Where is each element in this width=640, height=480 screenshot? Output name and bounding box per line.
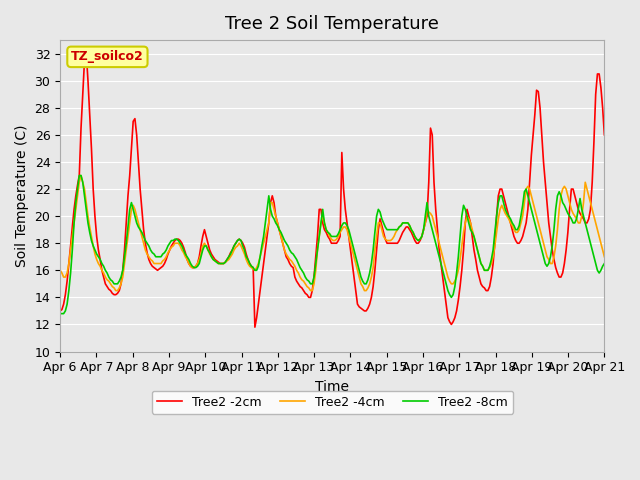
Tree2 -4cm: [60, 274, 67, 280]
Tree2 -8cm: [60, 311, 67, 316]
Tree2 -4cm: [112, 288, 120, 293]
Tree2 -4cm: [467, 220, 474, 226]
Tree2 -8cm: [465, 220, 472, 226]
Line: Tree2 -2cm: Tree2 -2cm: [60, 52, 604, 327]
Tree2 -2cm: [56, 308, 64, 314]
Tree2 -2cm: [600, 132, 608, 138]
Tree2 -4cm: [600, 254, 608, 260]
Text: TZ_soilco2: TZ_soilco2: [71, 50, 144, 63]
Tree2 -4cm: [77, 173, 85, 179]
Legend: Tree2 -2cm, Tree2 -4cm, Tree2 -8cm: Tree2 -2cm, Tree2 -4cm, Tree2 -8cm: [152, 391, 513, 414]
Tree2 -2cm: [83, 49, 90, 55]
Tree2 -2cm: [234, 238, 241, 243]
X-axis label: Time: Time: [316, 380, 349, 394]
Tree2 -8cm: [319, 206, 326, 212]
Tree2 -4cm: [56, 267, 64, 273]
Tree2 -2cm: [321, 227, 328, 232]
Tree2 -8cm: [159, 251, 166, 257]
Tree2 -2cm: [214, 259, 222, 265]
Tree2 -8cm: [234, 238, 241, 243]
Tree2 -4cm: [236, 240, 243, 246]
Tree2 -4cm: [321, 220, 328, 226]
Line: Tree2 -8cm: Tree2 -8cm: [60, 176, 604, 313]
Tree2 -4cm: [161, 257, 168, 263]
Tree2 -8cm: [56, 311, 64, 316]
Tree2 -8cm: [600, 261, 608, 266]
Tree2 -2cm: [467, 220, 474, 226]
Tree2 -2cm: [60, 301, 67, 307]
Tree2 -2cm: [251, 324, 259, 330]
Tree2 -8cm: [214, 261, 222, 266]
Tree2 -8cm: [76, 173, 83, 179]
Line: Tree2 -4cm: Tree2 -4cm: [60, 176, 604, 290]
Tree2 -2cm: [159, 264, 166, 269]
Y-axis label: Soil Temperature (C): Soil Temperature (C): [15, 125, 29, 267]
Title: Tree 2 Soil Temperature: Tree 2 Soil Temperature: [225, 15, 439, 33]
Tree2 -4cm: [216, 261, 224, 266]
